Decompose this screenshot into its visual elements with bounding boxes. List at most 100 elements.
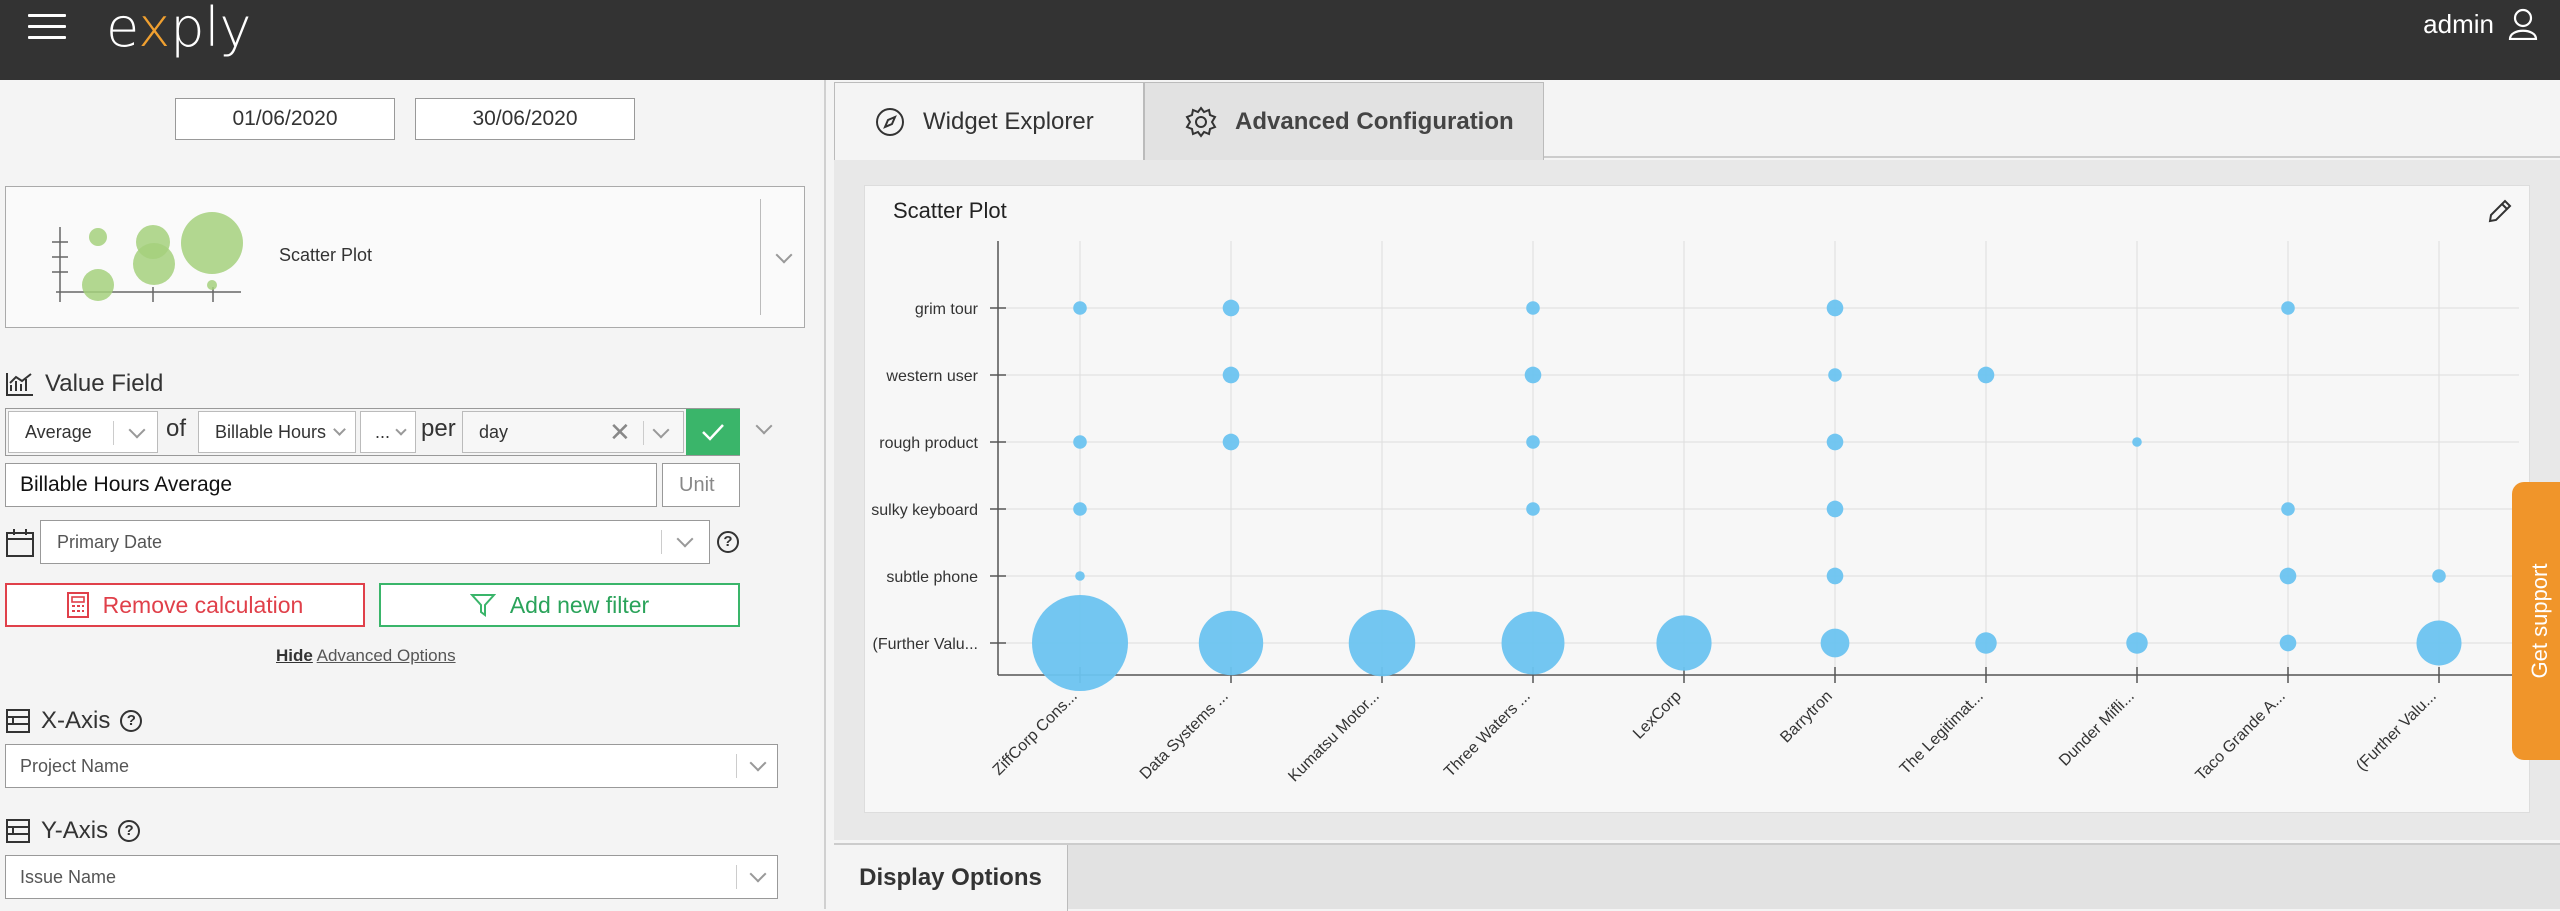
unit-input[interactable]: Unit	[662, 463, 740, 507]
add-filter-button[interactable]: Add new filter	[379, 583, 740, 627]
scatter-bubble	[1198, 610, 1264, 676]
date-field-select[interactable]: Primary Date	[40, 520, 710, 564]
chevron-down-icon	[395, 424, 407, 436]
scatter-bubble	[1977, 366, 1995, 384]
scatter-bubble	[2416, 620, 2462, 666]
y-tick-label: (Further Valu...	[872, 636, 978, 653]
tab-display-options[interactable]: Display Options	[834, 845, 1068, 911]
x-tick-label: Dunder Mifli...	[2056, 688, 2138, 770]
y-tick-label: subtle phone	[886, 569, 978, 586]
scatter-bubble	[1075, 571, 1085, 581]
configuration-panel: 01/06/2020 30/06/2020 Scatter Plot Value…	[0, 80, 826, 909]
user-icon	[2508, 8, 2538, 40]
scatter-bubble	[1828, 368, 1842, 382]
get-support-button[interactable]: Get support	[2512, 482, 2560, 760]
remove-calculation-button[interactable]: Remove calculation	[5, 583, 365, 627]
scatter-bubble	[2279, 634, 2297, 652]
x-tick-label: (Further Valu...	[2353, 688, 2440, 775]
of-label: of	[166, 415, 187, 442]
widget-title: Scatter Plot	[893, 198, 1007, 223]
scatter-bubble	[2281, 301, 2295, 315]
y-axis-heading: Y-Axis ?	[5, 817, 141, 845]
chevron-down-icon	[749, 865, 767, 883]
chevron-down-icon	[749, 754, 767, 772]
y-tick-label: rough product	[879, 435, 978, 452]
y-axis-select[interactable]: Issue Name	[5, 855, 778, 899]
tab-widget-explorer[interactable]: Widget Explorer	[834, 82, 1144, 160]
scatter-bubble	[1222, 299, 1240, 317]
scatter-bubble	[1348, 609, 1416, 677]
chevron-down-icon	[676, 530, 694, 548]
scatter-bubble	[1524, 366, 1542, 384]
collapse-value-field-icon[interactable]	[755, 417, 773, 435]
scatter-bubble	[1526, 301, 1540, 315]
start-date-input[interactable]: 01/06/2020	[175, 98, 395, 140]
scatter-plot-widget: Scatter Plot grim tour western user rough …	[864, 185, 2530, 813]
tab-bar: Widget Explorer Advanced Configuration	[834, 80, 2560, 160]
scatter-bubble	[1656, 615, 1712, 671]
hamburger-menu-icon[interactable]	[28, 14, 66, 40]
y-axis-help-icon[interactable]: ?	[118, 820, 141, 842]
x-tick-label: ZiffCorp Cons...	[990, 688, 1081, 779]
scatter-bubble	[2279, 567, 2297, 585]
scatter-bubble	[1073, 502, 1087, 516]
chevron-down-icon	[775, 246, 793, 264]
scatter-bubble	[1222, 366, 1240, 384]
chart-type-select[interactable]: Scatter Plot	[5, 186, 805, 328]
scatter-bubble	[1820, 628, 1850, 658]
compass-icon	[876, 107, 904, 136]
period-select[interactable]: day ✕	[462, 411, 684, 453]
scatter-bubble	[1526, 435, 1540, 449]
user-name: admin	[2423, 8, 2494, 39]
user-menu[interactable]: admin	[2423, 8, 2538, 40]
chart-line-icon	[6, 373, 33, 396]
tab-advanced-configuration[interactable]: Advanced Configuration	[1144, 82, 1544, 160]
chevron-down-icon	[333, 423, 346, 436]
scatter-bubble	[1826, 433, 1844, 451]
value-field-select[interactable]: Billable Hours	[198, 411, 356, 453]
clear-icon[interactable]: ✕	[609, 417, 631, 447]
scatter-bubble	[2126, 632, 2148, 654]
scatter-bubble	[1826, 567, 1844, 585]
axis-icon	[6, 709, 30, 733]
toggle-advanced-options-link[interactable]: Hide Advanced Options	[276, 646, 456, 665]
x-tick-label: The Legitimat...	[1897, 688, 1987, 778]
x-axis-select[interactable]: Project Name	[5, 744, 778, 788]
select-divider	[760, 199, 761, 315]
date-help-icon[interactable]: ?	[717, 531, 739, 553]
scatter-plot-thumbnail-icon	[52, 212, 243, 302]
calculation-name-input[interactable]: Billable Hours Average	[5, 463, 657, 507]
chevron-down-icon	[128, 421, 146, 439]
scatter-bubble	[1073, 301, 1087, 315]
scatter-bubble	[1975, 632, 1997, 654]
scatter-bubble	[1073, 435, 1087, 449]
x-tick-label: Three Waters ...	[1441, 688, 1534, 781]
scatter-bubble	[1826, 299, 1844, 317]
scatter-bubble	[1032, 595, 1128, 691]
aggregation-select[interactable]: Average	[8, 411, 158, 453]
scatter-bubble	[1526, 502, 1540, 516]
axis-icon	[6, 819, 30, 843]
bottom-panel: Display Options	[834, 843, 2560, 911]
value-field-heading: Value Field	[5, 370, 163, 398]
exply-logo[interactable]: exply	[106, 0, 252, 59]
field-option-select[interactable]: ...	[360, 411, 416, 453]
calculator-icon	[66, 592, 89, 618]
edit-pencil-icon[interactable]	[2487, 198, 2513, 224]
checkmark-icon	[702, 424, 724, 441]
x-axis-heading: X-Axis ?	[5, 707, 143, 735]
per-label: per	[421, 415, 456, 442]
x-tick-label: Data Systems ...	[1137, 688, 1232, 783]
confirm-button[interactable]	[686, 409, 740, 455]
y-tick-label: sulky keyboard	[871, 502, 978, 519]
x-axis-help-icon[interactable]: ?	[120, 710, 143, 732]
scatter-bubble	[1826, 500, 1844, 518]
widget-preview-area: Scatter Plot grim tour western user rough …	[834, 160, 2560, 840]
scatter-chart: grim tour western user rough product sulky …	[871, 241, 2519, 786]
end-date-input[interactable]: 30/06/2020	[415, 98, 635, 140]
gear-icon	[1185, 105, 1217, 138]
chart-type-label: Scatter Plot	[279, 245, 373, 265]
x-tick-label: LexCorp	[1630, 688, 1685, 743]
x-tick-label: Kumatsu Motor...	[1285, 688, 1383, 786]
y-tick-label: western user	[885, 368, 978, 385]
